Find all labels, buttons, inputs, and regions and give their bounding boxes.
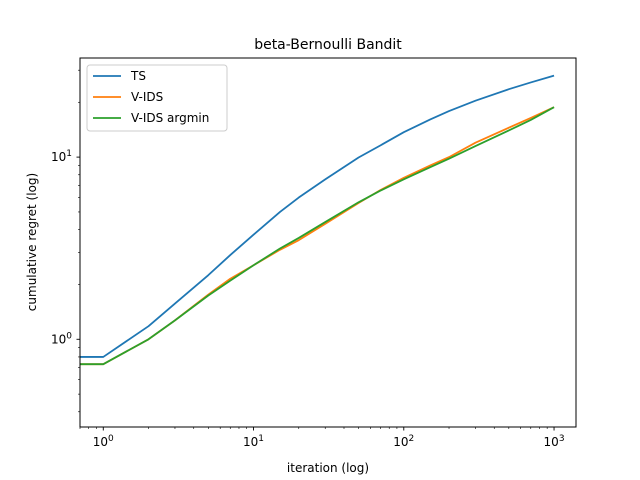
legend-label-1: V-IDS (131, 90, 163, 104)
legend-box (86, 64, 228, 132)
legend-label-0: TS (130, 69, 146, 83)
y-axis-ticks: 100 101 (51, 69, 80, 413)
x-axis-label: iteration (log) (287, 461, 369, 475)
y-tick-label-0: 100 (51, 331, 72, 346)
x-axis-ticks: 100 101 102 103 (79, 427, 565, 449)
y-axis-label: cumulative regret (log) (25, 173, 39, 311)
series-line-0 (80, 74, 555, 358)
plot-area (80, 74, 555, 366)
legend-label-2: V-IDS argmin (131, 111, 209, 125)
x-tick-label-3: 103 (544, 434, 565, 449)
legend: TS V-IDS V-IDS argmin (86, 64, 228, 132)
y-tick-label-1: 101 (51, 149, 72, 164)
chart-title: beta-Bernoulli Bandit (254, 37, 402, 53)
x-tick-label-2: 102 (393, 434, 414, 449)
axes-frame (79, 57, 577, 428)
series-line-2 (80, 106, 555, 366)
x-tick-label-0: 100 (93, 434, 114, 449)
x-tick-label-1: 101 (243, 434, 264, 449)
